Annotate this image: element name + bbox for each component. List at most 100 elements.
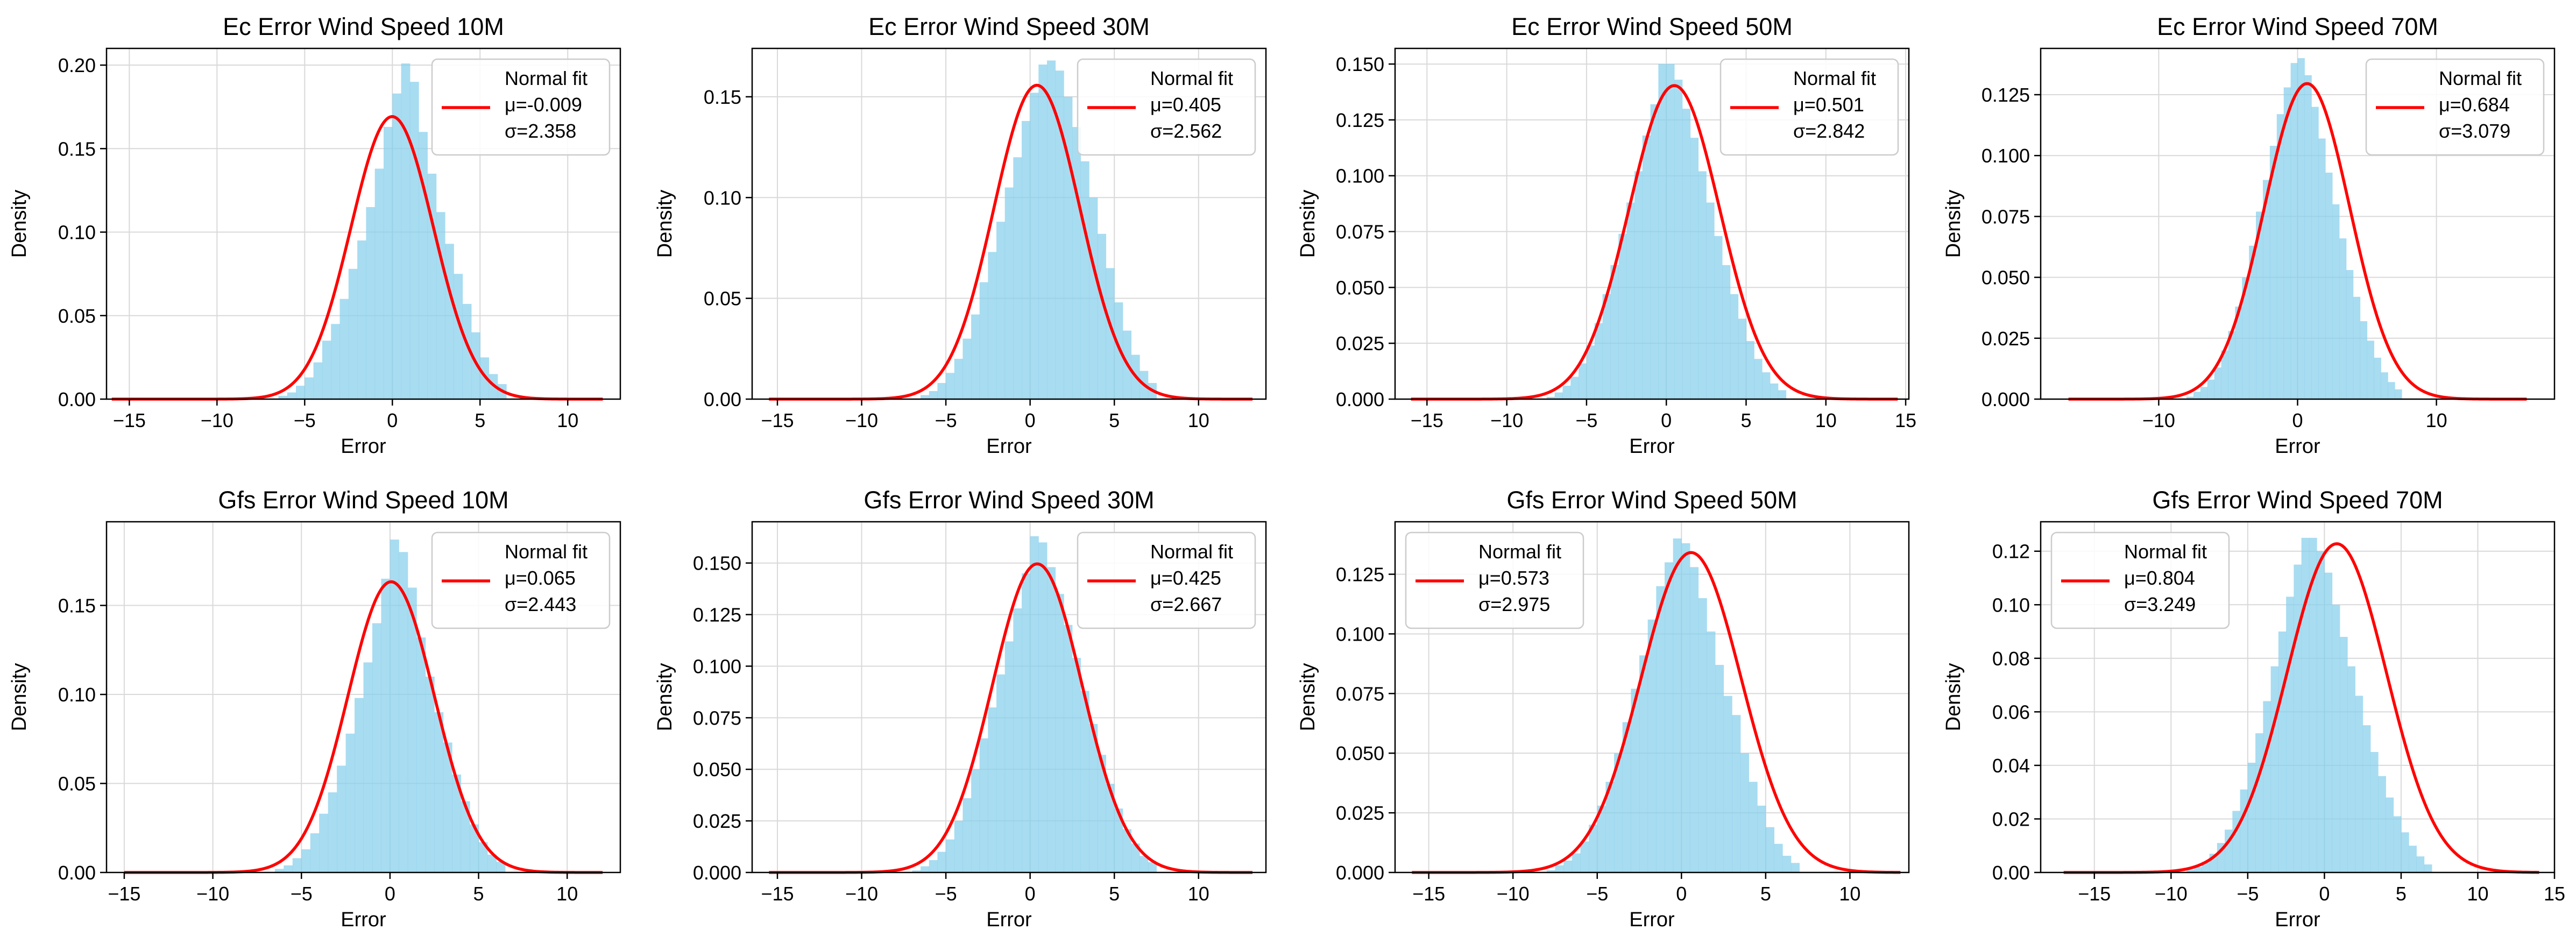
legend-mu-label: μ=0.573: [1478, 567, 1549, 589]
legend-box: [431, 58, 611, 156]
histogram-bar: [357, 240, 366, 399]
histogram-bar: [1698, 171, 1707, 399]
histogram-bar: [1572, 853, 1581, 872]
histogram-bar: [1782, 855, 1792, 872]
histogram-bar: [1681, 543, 1690, 872]
y-tick-label: 0.050: [693, 758, 741, 780]
axes-frame: [105, 521, 621, 874]
histogram-bar: [1674, 80, 1683, 399]
histogram-bar: [1097, 755, 1107, 872]
histogram-bar: [1546, 870, 1555, 872]
x-axis-label: Error: [986, 909, 1032, 931]
histogram-bar: [1618, 233, 1627, 399]
histogram-bar: [1664, 562, 1674, 872]
y-tick-label: 0.06: [1992, 701, 2030, 723]
histogram-bar: [1634, 171, 1643, 399]
histogram-bar: [1055, 594, 1064, 872]
histogram-bar: [337, 765, 346, 872]
legend-mu-label: μ=0.684: [2439, 94, 2510, 116]
x-tick-label: −15: [1411, 409, 1443, 431]
histogram-bar: [1140, 856, 1149, 872]
x-tick-label: 0: [2319, 883, 2330, 905]
y-tick-label: 0.025: [1336, 802, 1384, 824]
histogram-bar: [1732, 715, 1741, 872]
legend-mu-label: μ=0.405: [1150, 94, 1221, 116]
histogram-bar: [1030, 93, 1039, 400]
legend-box: [2050, 531, 2230, 629]
x-axis-label: Error: [341, 435, 386, 458]
y-tick-label: 0.15: [58, 138, 96, 160]
histogram-bar: [1647, 619, 1657, 872]
legend-sigma-label: σ=2.842: [1793, 120, 1865, 142]
legend-mu-label: μ=0.501: [1793, 94, 1864, 116]
histogram-bar: [996, 674, 1006, 872]
histogram-bar: [355, 698, 364, 872]
y-axis-label: Density: [1942, 190, 1965, 258]
histogram-bar: [2347, 666, 2355, 872]
y-tick-label: 0.00: [58, 862, 96, 884]
y-tick-label: 0.00: [1992, 862, 2030, 884]
x-tick-label: 0: [2292, 409, 2303, 431]
histogram-bar: [1715, 665, 1724, 872]
histogram-bar: [2325, 172, 2333, 399]
chart-title: Gfs Error Wind Speed 70M: [2152, 486, 2443, 514]
legend-mu-label: μ=-0.009: [505, 94, 582, 116]
histogram-bar: [1689, 567, 1699, 872]
histogram-bar: [921, 395, 930, 399]
histogram-bar: [2304, 75, 2312, 400]
histogram-bar: [1097, 233, 1107, 399]
histogram-bar: [2262, 180, 2270, 399]
legend-title: Normal fit: [1793, 67, 1876, 89]
histogram-bar: [2381, 372, 2388, 399]
y-tick-label: 0.075: [1336, 683, 1384, 705]
y-tick-label: 0.05: [58, 305, 96, 327]
histogram-bar: [1089, 723, 1098, 872]
histogram-bar: [1749, 782, 1758, 872]
x-tick-label: 5: [1109, 883, 1120, 905]
histogram-bar: [996, 222, 1006, 399]
y-tick-label: 0.05: [58, 773, 96, 795]
histogram-bar: [1791, 863, 1800, 872]
x-tick-label: 0: [385, 883, 395, 905]
histogram-bar: [1072, 127, 1081, 399]
x-tick-label: 0: [1025, 409, 1036, 431]
histogram-bar: [1064, 624, 1073, 872]
legend-box: [1077, 58, 1256, 156]
histogram-bar: [2409, 846, 2417, 872]
chart-panel-6: −15 −10 −5 0 5 10 0.000 0.025 0.050 0.075 0.100 0.1…: [654, 486, 1267, 931]
histogram-bar: [471, 332, 480, 399]
histogram-bar: [1106, 268, 1115, 399]
histogram-bar: [2270, 666, 2279, 872]
histogram-bar: [1622, 722, 1631, 872]
legend-box: [1077, 531, 1256, 629]
histogram-bar: [1570, 377, 1579, 399]
y-tick-label: 0.025: [693, 810, 741, 832]
histogram-bar: [1579, 363, 1587, 399]
y-tick-label: 0.10: [704, 187, 741, 209]
legend-title: Normal fit: [505, 67, 588, 89]
histogram-bar: [937, 383, 946, 399]
legend-sigma-label: σ=3.249: [2124, 593, 2196, 615]
histogram-bar: [445, 244, 454, 399]
histogram-bar: [1004, 187, 1014, 399]
chart-panel-4: −10 0 10 0.000 0.025 0.050 0.075 0.100 0.125 Ec E…: [1942, 13, 2556, 458]
x-tick-label: −10: [845, 883, 878, 905]
legend-sigma-label: σ=2.562: [1150, 120, 1222, 142]
y-tick-label: 0.025: [1336, 332, 1384, 354]
histogram-bar: [401, 63, 411, 399]
histogram-bar: [2276, 114, 2284, 399]
legend-mu-label: μ=0.425: [1150, 567, 1221, 589]
y-tick-label: 0.15: [704, 86, 741, 108]
histogram-bar: [407, 587, 417, 872]
histogram-bar: [2232, 811, 2241, 872]
histogram-bar: [2332, 605, 2340, 872]
histogram-bar: [963, 798, 972, 872]
legend-title: Normal fit: [1150, 67, 1233, 89]
x-tick-label: 0: [1661, 409, 1672, 431]
x-tick-label: 10: [556, 883, 578, 905]
x-tick-label: 10: [557, 409, 578, 431]
histogram-bar: [1597, 805, 1606, 872]
histogram-bar: [305, 377, 314, 399]
legend-box: [2365, 58, 2545, 156]
y-axis-label: Density: [1297, 190, 1319, 258]
